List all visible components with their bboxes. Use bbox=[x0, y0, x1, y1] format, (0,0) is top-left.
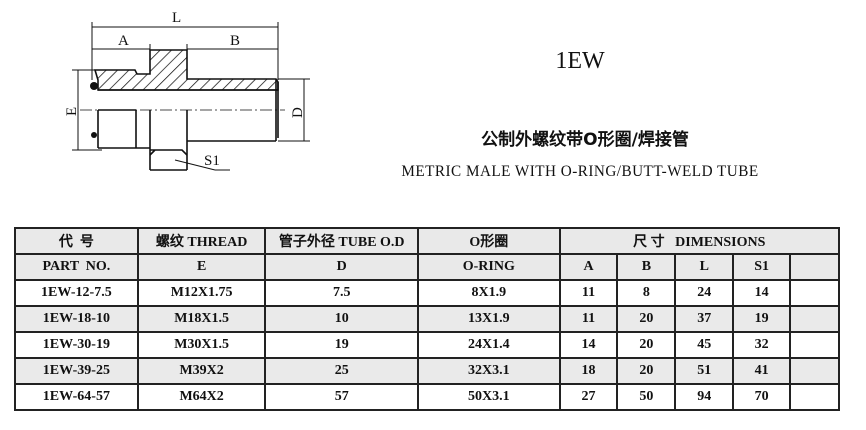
cell-a: 11 bbox=[558, 305, 619, 333]
table-row: 1EW-30-19 M30X1.5 19 24X1.4 14 20 45 32 bbox=[14, 331, 840, 359]
cell-l: 51 bbox=[674, 357, 735, 385]
english-title: METRIC MALE WITH O-RING/BUTT-WELD TUBE bbox=[401, 163, 759, 180]
cell-oring: 8X1.9 bbox=[417, 279, 561, 307]
cell-empty bbox=[789, 305, 840, 333]
cell-s1: 14 bbox=[732, 279, 792, 307]
cell-b: 50 bbox=[616, 383, 677, 411]
header-l: L bbox=[674, 253, 735, 281]
cell-thread: M39X2 bbox=[136, 357, 267, 385]
table-row: 1EW-64-57 M64X2 57 50X3.1 27 50 94 70 bbox=[14, 383, 840, 411]
cell-oring: 24X1.4 bbox=[417, 331, 561, 359]
cell-b: 8 bbox=[616, 279, 677, 307]
header-thread: 螺纹 THREAD bbox=[136, 227, 267, 255]
cell-part: 1EW-64-57 bbox=[14, 383, 139, 411]
table-row: 1EW-12-7.5 M12X1.75 7.5 8X1.9 11 8 24 14 bbox=[14, 279, 840, 307]
cell-l: 24 bbox=[674, 279, 735, 307]
cell-oring: 32X3.1 bbox=[417, 357, 561, 385]
header-empty bbox=[789, 253, 840, 281]
header-o-ring: O-RING bbox=[417, 253, 561, 281]
cell-thread: M64X2 bbox=[136, 383, 267, 411]
header-s1: S1 bbox=[732, 253, 792, 281]
cell-b: 20 bbox=[616, 331, 677, 359]
header-d: D bbox=[264, 253, 419, 281]
fitting-drawing: L A B E D S1 bbox=[64, 10, 310, 171]
cell-tube: 19 bbox=[264, 331, 419, 359]
cell-empty bbox=[789, 383, 840, 411]
cell-empty bbox=[789, 331, 840, 359]
dim-label-S1: S1 bbox=[204, 153, 220, 169]
dim-label-B: B bbox=[230, 33, 240, 49]
cell-a: 27 bbox=[558, 383, 619, 411]
header-e: E bbox=[136, 253, 267, 281]
header-a: A bbox=[558, 253, 619, 281]
cell-empty bbox=[789, 279, 840, 307]
cell-thread: M18X1.5 bbox=[136, 305, 267, 333]
cell-a: 14 bbox=[558, 331, 619, 359]
dim-label-A: A bbox=[118, 33, 129, 49]
cell-part: 1EW-39-25 bbox=[14, 357, 139, 385]
table-row: 1EW-18-10 M18X1.5 10 13X1.9 11 20 37 19 bbox=[14, 305, 840, 333]
cell-s1: 41 bbox=[732, 357, 792, 385]
spec-table: 代 号 螺纹 THREAD 管子外径 TUBE O.D O形圈 尺 寸 DIME… bbox=[14, 227, 841, 411]
header-row-2: PART NO. E D O-RING A B L S1 bbox=[14, 253, 840, 281]
header-part: 代 号 bbox=[14, 227, 139, 255]
cell-s1: 19 bbox=[732, 305, 792, 333]
chinese-title: 公制外螺纹带O形圈/焊接管 bbox=[481, 130, 689, 150]
cell-l: 37 bbox=[674, 305, 735, 333]
cell-tube: 57 bbox=[264, 383, 419, 411]
cell-thread: M30X1.5 bbox=[136, 331, 267, 359]
dim-label-E: E bbox=[64, 107, 80, 116]
header-row-1: 代 号 螺纹 THREAD 管子外径 TUBE O.D O形圈 尺 寸 DIME… bbox=[14, 227, 841, 255]
cell-l: 45 bbox=[674, 331, 735, 359]
cell-tube: 7.5 bbox=[264, 279, 419, 307]
cell-a: 18 bbox=[558, 357, 619, 385]
cell-l: 94 bbox=[674, 383, 735, 411]
dim-label-D: D bbox=[290, 107, 306, 118]
cell-a: 11 bbox=[558, 279, 619, 307]
cell-oring: 13X1.9 bbox=[417, 305, 561, 333]
cell-oring: 50X3.1 bbox=[417, 383, 561, 411]
header-b: B bbox=[616, 253, 677, 281]
cell-s1: 32 bbox=[732, 331, 792, 359]
cell-tube: 25 bbox=[264, 357, 419, 385]
cell-part: 1EW-12-7.5 bbox=[14, 279, 139, 307]
header-part-no: PART NO. bbox=[14, 253, 139, 281]
header-oring: O形圈 bbox=[417, 227, 561, 255]
cell-s1: 70 bbox=[732, 383, 792, 411]
table-row: 1EW-39-25 M39X2 25 32X3.1 18 20 51 41 bbox=[14, 357, 840, 385]
cell-thread: M12X1.75 bbox=[136, 279, 267, 307]
model-title: 1EW bbox=[555, 48, 605, 74]
cell-b: 20 bbox=[616, 357, 677, 385]
header-tube: 管子外径 TUBE O.D bbox=[264, 227, 419, 255]
cell-b: 20 bbox=[616, 305, 677, 333]
cell-empty bbox=[789, 357, 840, 385]
cell-part: 1EW-30-19 bbox=[14, 331, 139, 359]
cell-part: 1EW-18-10 bbox=[14, 305, 139, 333]
header-dimensions: 尺 寸 DIMENSIONS bbox=[558, 227, 841, 255]
dim-label-L: L bbox=[172, 10, 181, 26]
cell-tube: 10 bbox=[264, 305, 419, 333]
